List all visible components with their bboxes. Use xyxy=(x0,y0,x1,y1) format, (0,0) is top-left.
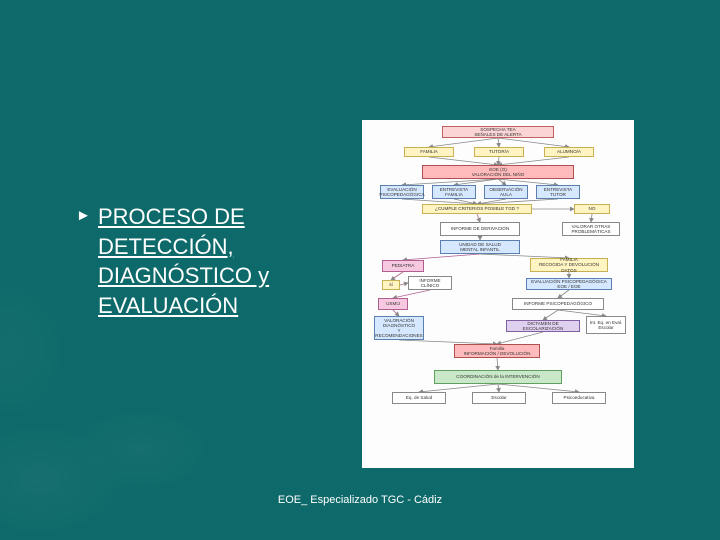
flowchart-node: PEDIATRA xyxy=(382,260,424,272)
flowchart-node: EVALUACIÓN PSICOPEDAGÓGICA xyxy=(380,185,424,199)
flowchart-node: EVALUACIÓN PSICOPEDAGÓGICA EOE / EOE xyxy=(526,278,612,290)
flowchart-node: Eq. de Salud xyxy=(392,392,446,404)
flowchart-node: Escolar xyxy=(472,392,526,404)
flowchart-node: FAMILIA xyxy=(404,147,454,157)
flowchart-node: sí xyxy=(382,280,400,290)
flowchart-node: Int. Eq. en Eval. Escolar xyxy=(586,316,626,334)
flowchart-node: EOE (O) VALORACIÓN DEL NIÑO xyxy=(422,165,574,179)
flowchart-node: USMIJ xyxy=(378,298,408,310)
flowchart-node: VALORACIÓN DIAGNÓSTICO Y RECOMENDACIONES xyxy=(374,316,424,340)
footer-text: EOE_ Especializado TGC - Cádiz xyxy=(0,494,720,506)
process-flowchart: SOSPECHA TEA SEÑALES DE ALERTA FAMILIA TUT… xyxy=(362,120,634,468)
flowchart-node: INFORME DE DERIVACIÓN xyxy=(440,222,520,236)
flowchart-node: INFORME CLÍNICO xyxy=(408,276,452,290)
flowchart-node: COORDINACIÓN de la INTERVENCIÓN xyxy=(434,370,562,384)
title-line-3: DIAGNÓSTICO y xyxy=(98,263,269,288)
flowchart-node: NO xyxy=(574,204,610,214)
flowchart-node: ALUMNO/A xyxy=(544,147,594,157)
flowchart-node: FAMILIA RECOGIDA Y DEVOLUCIÓN DATOS xyxy=(530,258,608,272)
title-line-4: EVALUACIÓN xyxy=(98,293,238,318)
flowchart-node: OBSERVACIÓN AULA xyxy=(484,185,528,199)
slide-title: ► PROCESO DE DETECCIÓN, DIAGNÓSTICO y EV… xyxy=(98,202,269,321)
flowchart-node: SOSPECHA TEA SEÑALES DE ALERTA xyxy=(442,126,554,138)
flowchart-node: ENTREVISTA TUTOR xyxy=(536,185,580,199)
flowchart-node: ENTREVISTA FAMILIA xyxy=(432,185,476,199)
flowchart-node: UNIDAD DE SALUD MENTAL INFANTIL xyxy=(440,240,520,254)
title-line-1: PROCESO DE xyxy=(98,204,245,229)
title-line-2: DETECCIÓN, xyxy=(98,234,234,259)
flowchart-node: Psicoeducativa xyxy=(552,392,606,404)
bullet-icon: ► xyxy=(76,206,91,226)
flowchart-node: INFORME PSICOPEDAGÓGICO xyxy=(512,298,604,310)
flowchart-node: ¿CUMPLE CRITERIOS POSIBLE TGD ? xyxy=(422,204,532,214)
flowchart-node: VALORAR OTRAS PROBLEMÁTICAS xyxy=(562,222,620,236)
flowchart-node: TUTOR/A xyxy=(474,147,524,157)
flowchart-node: Familia INFORMACIÓN / DEVOLUCIÓN xyxy=(454,344,540,358)
flowchart-node: DICTAMEN DE ESCOLARIZACIÓN xyxy=(506,320,580,332)
